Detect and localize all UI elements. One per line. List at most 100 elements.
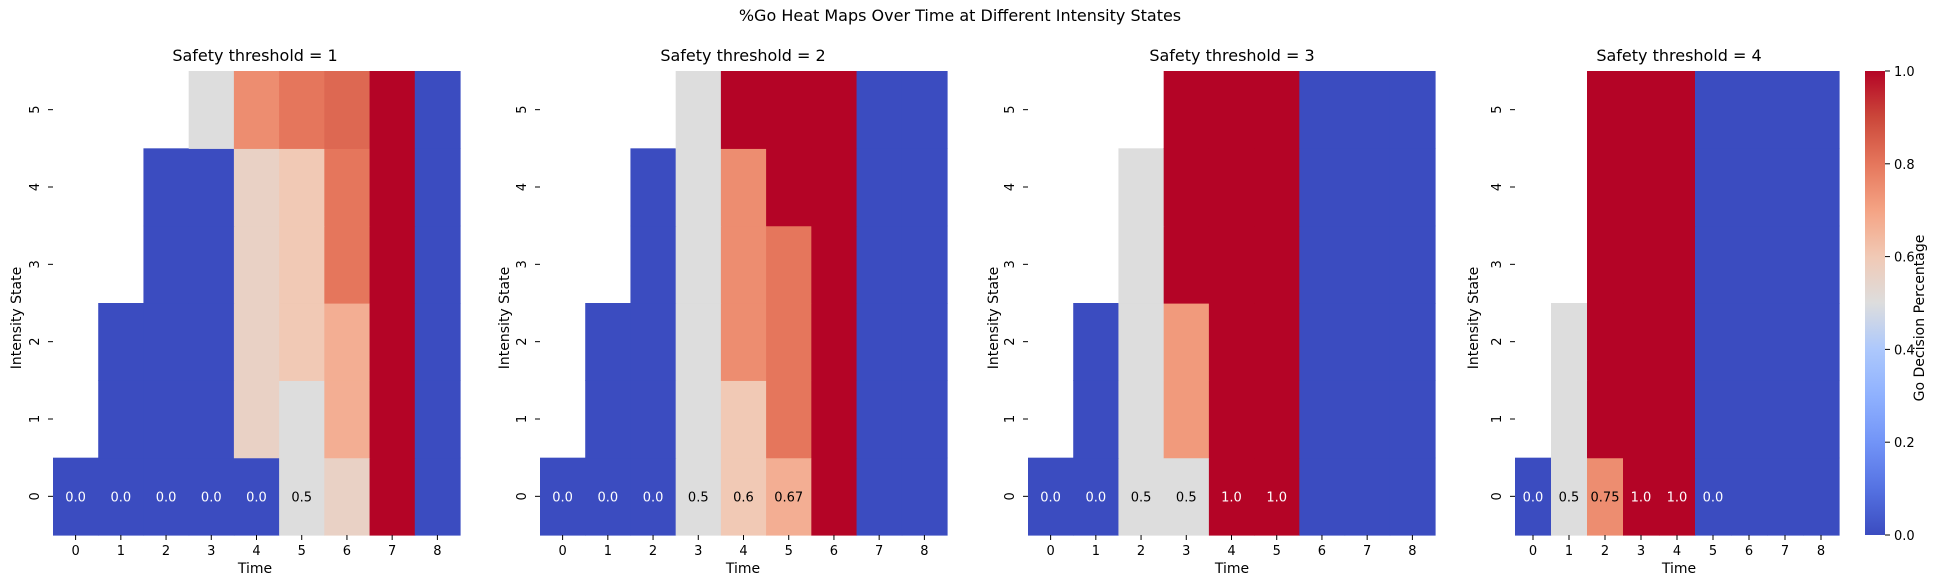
heatmap-cell (1344, 225, 1391, 304)
heatmap-cell (188, 225, 235, 304)
heatmap-panel-3: Safety threshold = 3 Time Intensity Stat… (986, 46, 1436, 577)
heatmap-cell (901, 71, 948, 149)
heatmap-cell (675, 225, 722, 304)
heatmap-cell (1389, 148, 1436, 227)
x-tick-label: 7 (1363, 544, 1371, 559)
heatmap-cell (1254, 148, 1300, 227)
heatmap-cell (1028, 457, 1074, 536)
x-tick-label: 6 (343, 544, 351, 559)
heatmap-cell (630, 148, 677, 227)
y-axis-label: Intensity State (9, 267, 25, 369)
cell-annotation: 1.0 (1221, 490, 1242, 505)
y-tick-label: 4 (1490, 183, 1505, 191)
x-tick-label: 2 (162, 544, 170, 559)
heatmap-cell (856, 148, 903, 227)
heatmap-cell (766, 380, 812, 459)
heatmap-cell (324, 457, 371, 536)
heatmap-cell (1695, 148, 1732, 227)
heatmap-cell (1623, 457, 1660, 536)
heatmap-cell (1254, 303, 1300, 381)
panel-title: Safety threshold = 2 (660, 46, 825, 65)
y-tick-label: 3 (1490, 260, 1505, 268)
heatmap-cell (1659, 380, 1696, 459)
x-tick-label: 0 (1046, 544, 1054, 559)
heatmap-cell (143, 225, 190, 304)
heatmap-cell (143, 457, 190, 536)
heatmap-cell (1208, 225, 1255, 304)
y-axis-label: Intensity State (497, 267, 513, 369)
heatmap-cell (1163, 225, 1210, 304)
heatmap-cell (188, 71, 235, 149)
y-tick-label: 3 (515, 260, 530, 268)
colorbar: Go Decision Percentage 0.0 0.2 0.4 0.6 0.8 1.… (1865, 65, 1928, 544)
cell-annotation: 0.0 (110, 490, 131, 505)
y-tick-label: 3 (1003, 260, 1018, 268)
heatmap-cell (901, 303, 948, 381)
heatmap-cell (1659, 71, 1696, 149)
heatmap-cell (630, 457, 677, 536)
heatmap-cell (811, 225, 858, 304)
heatmap-cell (98, 380, 145, 459)
heatmap-cell (1299, 457, 1346, 536)
x-tick-label: 3 (694, 544, 702, 559)
heatmap-cell (1118, 457, 1165, 536)
heatmap-cell (1659, 303, 1696, 381)
x-tick-label: 4 (252, 544, 260, 559)
y-tick-label: 5 (515, 106, 530, 114)
x-axis-label: Time (725, 561, 760, 577)
heatmap-cell (1767, 380, 1804, 459)
colorbar-gradient (1865, 71, 1885, 535)
heatmap-cell (1767, 71, 1804, 149)
heatmap-cell (324, 303, 371, 381)
cell-annotation: 1.0 (1266, 490, 1287, 505)
heatmap-cell (901, 148, 948, 227)
heatmap-panel-1: Safety threshold = 1 Time Intensity Stat… (9, 46, 461, 577)
x-tick-label: 4 (1227, 544, 1235, 559)
heatmap-cell (369, 225, 416, 304)
heatmap-cell (1299, 380, 1346, 459)
heatmap-cell (766, 148, 812, 227)
heatmap-cell (1767, 225, 1804, 304)
heatmap-cell (1695, 225, 1732, 304)
y-tick-label: 2 (28, 338, 43, 346)
heatmap-cell (324, 380, 371, 459)
colorbar-tick-label: 1.0 (1894, 65, 1915, 80)
heatmap-cell (1659, 148, 1696, 227)
heatmap-cell (720, 380, 767, 459)
cell-annotation: 0.5 (1176, 490, 1197, 505)
cell-annotation: 1.0 (1631, 490, 1652, 505)
x-tick-label: 0 (71, 544, 79, 559)
heatmap-cell (901, 225, 948, 304)
cell-annotation: 1.0 (1667, 490, 1688, 505)
y-tick-label: 4 (1003, 183, 1018, 191)
heatmap-cell (675, 148, 722, 227)
heatmap-cell (1299, 148, 1346, 227)
x-tick-label: 6 (830, 544, 838, 559)
x-tick-label: 5 (298, 544, 306, 559)
heatmap-cell (414, 225, 461, 304)
x-tick-label: 5 (1273, 544, 1281, 559)
heatmap-cell (53, 457, 99, 536)
x-tick-label: 6 (1318, 544, 1326, 559)
x-tick-label: 1 (117, 544, 125, 559)
heatmap-cell (720, 225, 767, 304)
heatmap-cell (1587, 148, 1624, 227)
heatmap-cell (324, 148, 371, 227)
heatmap-cell (414, 457, 461, 536)
x-axis-label: Time (1214, 561, 1249, 577)
y-tick-label: 1 (1490, 415, 1505, 423)
heatmap-cell (1208, 380, 1255, 459)
heatmap-cell (585, 457, 632, 536)
y-tick-label: 5 (28, 106, 43, 114)
heatmap-cell (233, 225, 280, 304)
heatmap-cell (675, 303, 722, 381)
x-axis-label: Time (1661, 561, 1696, 577)
heatmap-cell (720, 71, 767, 149)
heatmap-cell (369, 380, 416, 459)
y-tick-label: 4 (28, 183, 43, 191)
x-tick-label: 2 (649, 544, 657, 559)
heatmap-cell (1163, 303, 1210, 381)
heatmap-cell (1208, 71, 1255, 149)
heatmap-cell (414, 148, 461, 227)
heatmap-cell (1623, 380, 1660, 459)
